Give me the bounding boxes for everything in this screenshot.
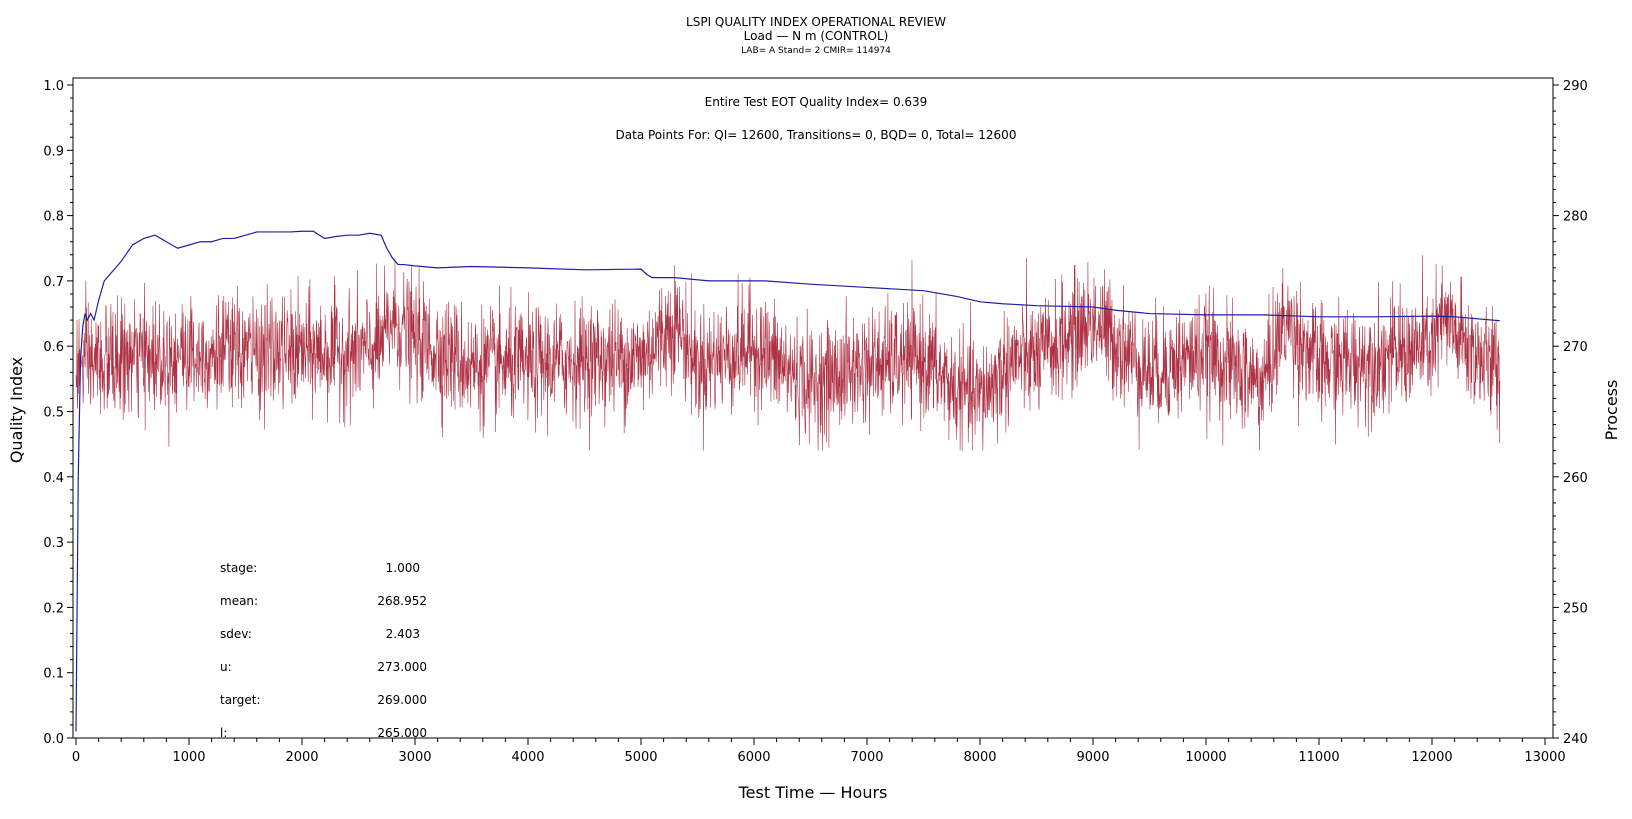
y2-tick-label: 260 (1563, 471, 1588, 486)
y-tick-label: 0.9 (43, 144, 64, 159)
y-tick-label: 0.6 (43, 340, 64, 355)
x-tick-label: 7000 (850, 750, 883, 765)
stat-value: 2.403 (386, 627, 420, 641)
x-tick-label: 1000 (172, 750, 205, 765)
plot-data (75, 230, 1501, 732)
x-tick-label: 0 (72, 750, 80, 765)
stat-value: 273.000 (377, 660, 427, 674)
x-tick-label: 13000 (1524, 750, 1565, 765)
x-tick-label: 11000 (1298, 750, 1339, 765)
x-tick-label: 4000 (511, 750, 544, 765)
stat-value: 268.952 (377, 594, 427, 608)
y-tick-label: 0.3 (43, 536, 64, 551)
x-tick-label: 10000 (1185, 750, 1226, 765)
axis-ticks: 0 1000 2000 3000 4000 5000 6000 7000 8000 9000 100… (43, 79, 1588, 765)
y2-tick-label: 240 (1563, 732, 1588, 747)
y-tick-label: 1.0 (43, 79, 64, 94)
plot-frame (72, 77, 1554, 739)
y2-tick-label: 290 (1563, 79, 1588, 94)
y-tick-label: 0.0 (43, 732, 64, 747)
y-tick-label: 0.7 (43, 275, 64, 290)
y-tick-label: 0.2 (43, 601, 64, 616)
stat-label: target: (220, 693, 261, 707)
stat-value: 265.000 (377, 726, 427, 740)
stat-value: 269.000 (377, 693, 427, 707)
quality-index-series-line (75, 230, 1500, 732)
x-tick-label: 12000 (1411, 750, 1452, 765)
y-tick-label: 0.4 (43, 471, 64, 486)
stats-block: stage: 1.000 mean: 268.952 sdev: 2.403 u… (220, 561, 427, 740)
y-tick-label: 0.1 (43, 667, 64, 682)
stat-label: sdev: (220, 627, 252, 641)
x-tick-label: 3000 (398, 750, 431, 765)
y2-tick-label: 280 (1563, 210, 1588, 225)
x-tick-label: 2000 (285, 750, 318, 765)
stat-label: stage: (220, 561, 257, 575)
y-tick-label: 0.8 (43, 210, 64, 225)
x-tick-label: 8000 (963, 750, 996, 765)
x-tick-label: 9000 (1076, 750, 1109, 765)
y2-tick-label: 270 (1563, 340, 1588, 355)
chart-title: LSPI QUALITY INDEX OPERATIONAL REVIEW (686, 15, 946, 29)
y-axis-title: Quality Index (7, 357, 26, 463)
eot-quality-index: Entire Test EOT Quality Index= 0.639 (705, 95, 928, 109)
y2-axis-title: Process (1602, 380, 1621, 441)
y-tick-label: 0.5 (43, 406, 64, 421)
stat-label: u: (220, 660, 232, 674)
x-tick-label: 6000 (737, 750, 770, 765)
x-tick-label: 5000 (624, 750, 657, 765)
stat-label: l: (220, 726, 227, 740)
chart-subtitle: Load — N m (CONTROL) (744, 29, 889, 43)
process-series-line (75, 255, 1501, 451)
stat-label: mean: (220, 594, 258, 608)
data-points-summary: Data Points For: QI= 12600, Transitions=… (616, 128, 1017, 142)
chart-meta: LAB= A Stand= 2 CMIR= 114974 (741, 46, 891, 56)
x-axis-title: Test Time — Hours (738, 783, 888, 802)
y2-tick-label: 250 (1563, 601, 1588, 616)
stat-value: 1.000 (386, 561, 420, 575)
